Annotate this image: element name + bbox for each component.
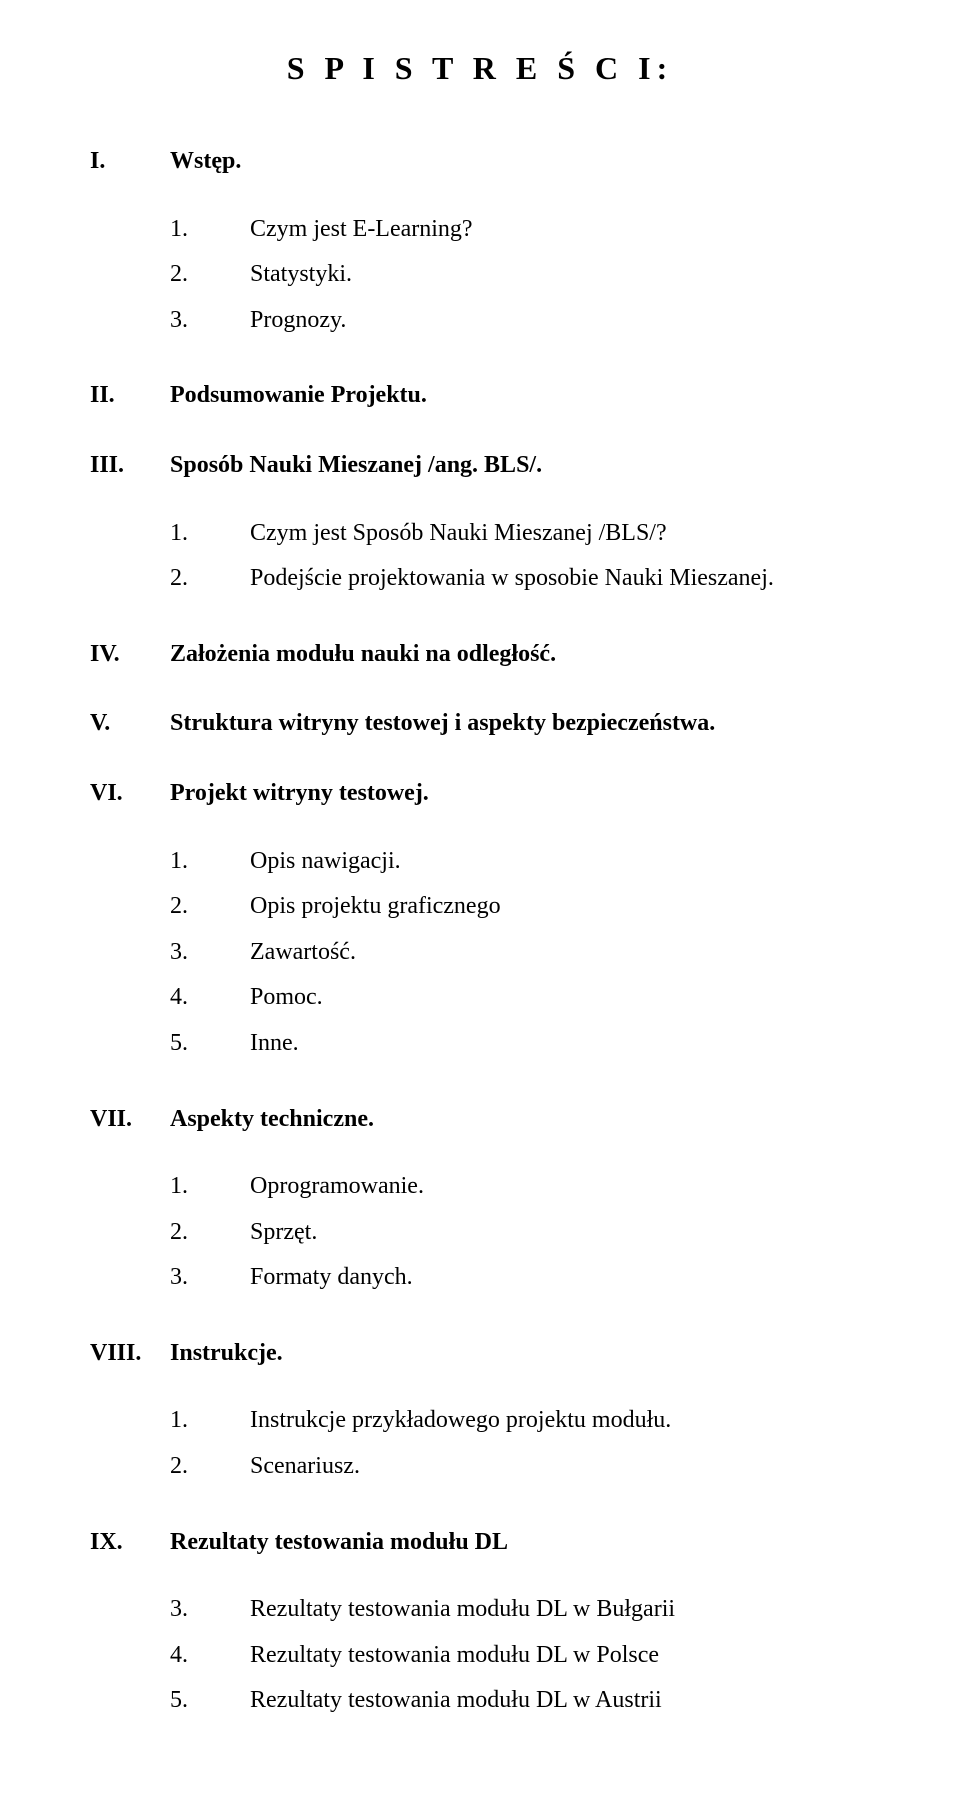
- sub-item-text: Inne.: [250, 1021, 870, 1067]
- sub-item-number: 1.: [170, 207, 250, 253]
- sub-item-number: 3.: [170, 930, 250, 976]
- sub-item: 1.Opis nawigacji.: [170, 839, 870, 885]
- section-number: I.: [90, 145, 170, 179]
- sub-item-number: 4.: [170, 975, 250, 1021]
- sub-item: 4.Pomoc.: [170, 975, 870, 1021]
- sub-item: 2.Opis projektu graficznego: [170, 884, 870, 930]
- section-number: IV.: [90, 638, 170, 672]
- sub-list: 1.Czym jest Sposób Nauki Mieszanej /BLS/…: [170, 511, 870, 602]
- section-heading: VIII.Instrukcje.: [90, 1337, 870, 1371]
- sub-item-number: 2.: [170, 1210, 250, 1256]
- sub-item: 1.Czym jest E-Learning?: [170, 207, 870, 253]
- sub-item-text: Czym jest Sposób Nauki Mieszanej /BLS/?: [250, 511, 870, 557]
- sub-item-text: Rezultaty testowania modułu DL w Polsce: [250, 1633, 870, 1679]
- sub-item-text: Opis nawigacji.: [250, 839, 870, 885]
- sub-item-number: 1.: [170, 1398, 250, 1444]
- sub-item-text: Zawartość.: [250, 930, 870, 976]
- page: S P I S T R E Ś C I: I.Wstęp.1.Czym jest…: [0, 0, 960, 1820]
- section-heading: VI.Projekt witryny testowej.: [90, 777, 870, 811]
- sub-item-text: Podejście projektowania w sposobie Nauki…: [250, 556, 870, 602]
- section-title: Podsumowanie Projektu.: [170, 379, 870, 413]
- sub-item-number: 3.: [170, 298, 250, 344]
- section-heading: VII.Aspekty techniczne.: [90, 1103, 870, 1137]
- sub-item-text: Formaty danych.: [250, 1255, 870, 1301]
- section-number: VI.: [90, 777, 170, 811]
- toc-list: I.Wstęp.1.Czym jest E-Learning?2.Statyst…: [90, 145, 870, 1724]
- sub-item: 5.Rezultaty testowania modułu DL w Austr…: [170, 1678, 870, 1724]
- toc-section: III.Sposób Nauki Mieszanej /ang. BLS/. 1.…: [90, 449, 870, 602]
- sub-item-text: Sprzęt.: [250, 1210, 870, 1256]
- section-heading: II.Podsumowanie Projektu.: [90, 379, 870, 413]
- toc-section: V.Struktura witryny testowej i aspekty b…: [90, 707, 870, 741]
- sub-item: 1.Oprogramowanie.: [170, 1164, 870, 1210]
- sub-item-text: Rezultaty testowania modułu DL w Bułgari…: [250, 1587, 870, 1633]
- sub-list: 1.Czym jest E-Learning?2.Statystyki.3.Pr…: [170, 207, 870, 344]
- sub-item-number: 5.: [170, 1678, 250, 1724]
- page-title: S P I S T R E Ś C I:: [90, 50, 870, 87]
- section-number: VIII.: [90, 1337, 170, 1371]
- section-heading: IV.Założenia modułu nauki na odległość.: [90, 638, 870, 672]
- sub-list: 1.Instrukcje przykładowego projektu modu…: [170, 1398, 870, 1489]
- section-heading: IX.Rezultaty testowania modułu DL: [90, 1526, 870, 1560]
- sub-item-number: 3.: [170, 1255, 250, 1301]
- section-number: IX.: [90, 1526, 170, 1560]
- toc-section: VIII.Instrukcje. 1.Instrukcje przykładowe…: [90, 1337, 870, 1490]
- sub-item: 3.Zawartość.: [170, 930, 870, 976]
- sub-item: 1.Czym jest Sposób Nauki Mieszanej /BLS/…: [170, 511, 870, 557]
- section-title: Aspekty techniczne.: [170, 1103, 870, 1137]
- sub-item-text: Czym jest E-Learning?: [250, 207, 870, 253]
- sub-item-text: Instrukcje przykładowego projektu modułu…: [250, 1398, 870, 1444]
- sub-item: 5.Inne.: [170, 1021, 870, 1067]
- sub-item-text: Scenariusz.: [250, 1444, 870, 1490]
- sub-item-number: 1.: [170, 511, 250, 557]
- section-heading: V.Struktura witryny testowej i aspekty b…: [90, 707, 870, 741]
- sub-item-number: 5.: [170, 1021, 250, 1067]
- section-title: Rezultaty testowania modułu DL: [170, 1526, 870, 1560]
- section-heading: I.Wstęp.: [90, 145, 870, 179]
- sub-item: 3.Formaty danych.: [170, 1255, 870, 1301]
- section-title: Struktura witryny testowej i aspekty bez…: [170, 707, 870, 741]
- sub-item: 3.Rezultaty testowania modułu DL w Bułga…: [170, 1587, 870, 1633]
- sub-item-number: 2.: [170, 884, 250, 930]
- sub-item-text: Prognozy.: [250, 298, 870, 344]
- toc-section: VI.Projekt witryny testowej. 1.Opis nawig…: [90, 777, 870, 1067]
- toc-section: II.Podsumowanie Projektu.: [90, 379, 870, 413]
- sub-list: 1.Opis nawigacji.2.Opis projektu graficz…: [170, 839, 870, 1067]
- sub-item: 2.Scenariusz.: [170, 1444, 870, 1490]
- sub-item: 3.Prognozy.: [170, 298, 870, 344]
- section-number: II.: [90, 379, 170, 413]
- toc-section: IX.Rezultaty testowania modułu DL3.Rezul…: [90, 1526, 870, 1724]
- toc-section: VII.Aspekty techniczne. 1.Oprogramowanie.…: [90, 1103, 870, 1301]
- section-number: III.: [90, 449, 170, 483]
- section-number: VII.: [90, 1103, 170, 1137]
- sub-list: 3.Rezultaty testowania modułu DL w Bułga…: [170, 1587, 870, 1724]
- sub-item-number: 2.: [170, 556, 250, 602]
- sub-item-text: Rezultaty testowania modułu DL w Austrii: [250, 1678, 870, 1724]
- sub-item-number: 1.: [170, 1164, 250, 1210]
- sub-item: 2.Statystyki.: [170, 252, 870, 298]
- sub-item-text: Statystyki.: [250, 252, 870, 298]
- sub-item-text: Pomoc.: [250, 975, 870, 1021]
- sub-list: 1.Oprogramowanie.2.Sprzęt.3.Formaty dany…: [170, 1164, 870, 1301]
- sub-item-number: 3.: [170, 1587, 250, 1633]
- section-title: Wstęp.: [170, 145, 870, 179]
- sub-item-number: 2.: [170, 252, 250, 298]
- section-title: Projekt witryny testowej.: [170, 777, 870, 811]
- sub-item-number: 1.: [170, 839, 250, 885]
- section-title: Instrukcje.: [170, 1337, 870, 1371]
- section-heading: III.Sposób Nauki Mieszanej /ang. BLS/.: [90, 449, 870, 483]
- section-number: V.: [90, 707, 170, 741]
- toc-section: I.Wstęp. 1.Czym jest E-Learning?2.Statyst…: [90, 145, 870, 343]
- sub-item-text: Opis projektu graficznego: [250, 884, 870, 930]
- sub-item: 2.Podejście projektowania w sposobie Nau…: [170, 556, 870, 602]
- sub-item-text: Oprogramowanie.: [250, 1164, 870, 1210]
- sub-item: 2.Sprzęt.: [170, 1210, 870, 1256]
- sub-item-number: 4.: [170, 1633, 250, 1679]
- sub-item: 4.Rezultaty testowania modułu DL w Polsc…: [170, 1633, 870, 1679]
- sub-item-number: 2.: [170, 1444, 250, 1490]
- section-title: Założenia modułu nauki na odległość.: [170, 638, 870, 672]
- sub-item: 1.Instrukcje przykładowego projektu modu…: [170, 1398, 870, 1444]
- section-title: Sposób Nauki Mieszanej /ang. BLS/.: [170, 449, 870, 483]
- toc-section: IV.Założenia modułu nauki na odległość.: [90, 638, 870, 672]
